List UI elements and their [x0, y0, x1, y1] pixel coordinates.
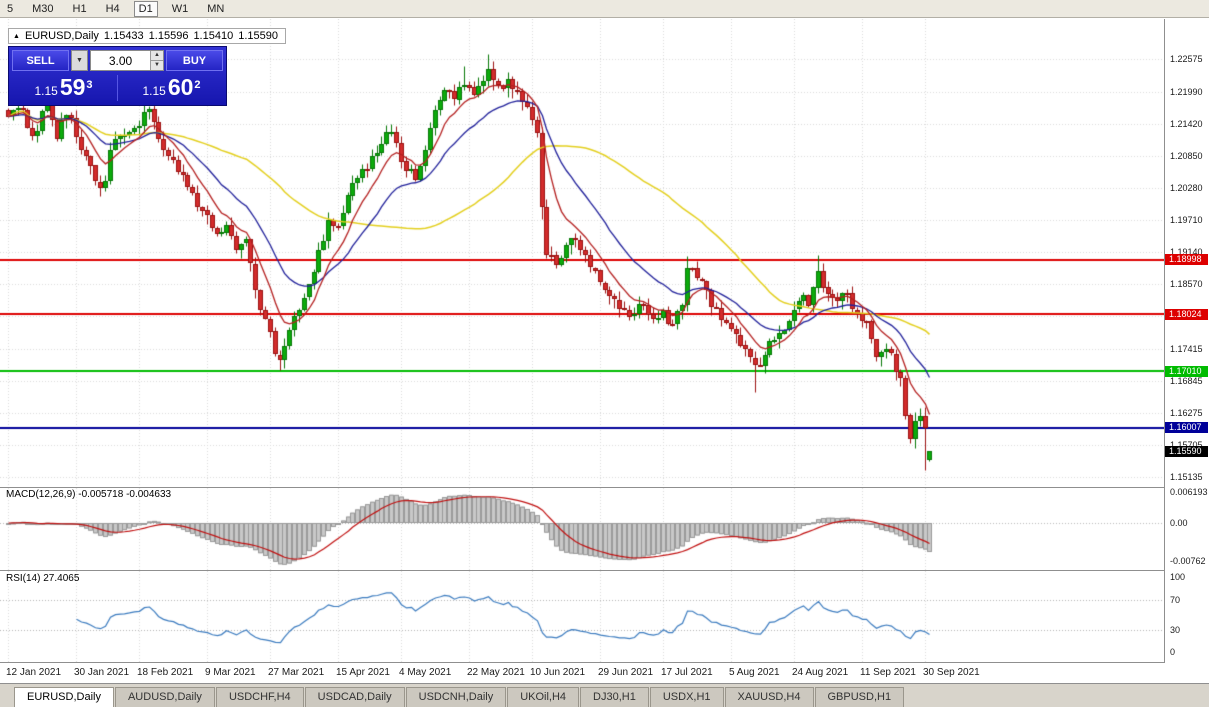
- macd-values: -0.005718 -0.004633: [78, 489, 172, 500]
- price-axis-label: 1.21990: [1170, 87, 1203, 97]
- timeframe-button-w1[interactable]: W1: [171, 2, 189, 15]
- price-axis-label: 1.21420: [1170, 119, 1203, 129]
- price-tag: 1.17010: [1165, 366, 1208, 377]
- sell-price-big: 59: [59, 74, 86, 100]
- rsi-pane-canvas[interactable]: [0, 571, 1164, 662]
- quote-high: 1.15596: [148, 30, 189, 42]
- timeframe-button-mn[interactable]: MN: [207, 2, 225, 15]
- quote-open: 1.15433: [103, 30, 144, 42]
- chart-tab-dj30[interactable]: DJ30,H1: [580, 687, 649, 707]
- time-axis-separator: [0, 662, 1209, 663]
- lot-size-input[interactable]: [91, 51, 150, 70]
- one-click-trade-panel: SELL ▼ ▲ ▼ BUY 1.15 59 3 1.15 60 2: [8, 46, 227, 106]
- rsi-label: RSI(14): [6, 573, 41, 584]
- sell-price-fraction: 3: [86, 79, 93, 91]
- rsi-axis-label: 100: [1170, 572, 1186, 582]
- date-axis-label: 11 Sep 2021: [860, 667, 916, 678]
- date-axis-label: 24 Aug 2021: [792, 667, 849, 678]
- pane-separator[interactable]: [0, 570, 1209, 571]
- timeframe-button-m30[interactable]: M30: [32, 2, 54, 15]
- price-axis-label: 1.20850: [1170, 151, 1203, 161]
- date-axis-label: 18 Feb 2021: [137, 667, 194, 678]
- macd-axis-label: -0.00762: [1170, 556, 1206, 566]
- chart-tab-xauusd[interactable]: XAUUSD,H4: [724, 687, 814, 707]
- chart-tab-audusd[interactable]: AUDUSD,Daily: [114, 687, 215, 707]
- price-axis-label: 1.22575: [1170, 54, 1203, 64]
- time-axis[interactable]: 12 Jan 2021 30 Jan 2021 18 Feb 2021 9 Mar 2…: [0, 663, 1165, 683]
- lot-stepper: ▲ ▼: [150, 51, 163, 70]
- chevron-down-icon: ▼: [76, 57, 83, 64]
- rsi-value: 27.4065: [43, 573, 80, 584]
- chart-tab-gbpusd[interactable]: GBPUSD,H1: [814, 687, 905, 707]
- chart-tab-usdx[interactable]: USDX,H1: [649, 687, 724, 707]
- price-tag: 1.18998: [1165, 254, 1208, 265]
- price-axis[interactable]: 1.22575 1.21990 1.21420 1.20850 1.20280 1.197…: [1165, 19, 1209, 663]
- date-axis-label: 10 Jun 2021: [530, 667, 586, 678]
- chart-info-box: ▲ EURUSD,Daily 1.15433 1.15596 1.15410 1…: [8, 28, 286, 44]
- price-axis-divider: [1164, 19, 1165, 663]
- buy-button[interactable]: BUY: [166, 50, 223, 71]
- buy-price-fraction: 2: [194, 79, 201, 91]
- price-divider: [117, 75, 118, 101]
- sell-price-prefix: 1.15: [34, 84, 58, 98]
- lot-dropdown-button[interactable]: ▼: [71, 50, 88, 71]
- macd-pane-canvas[interactable]: [0, 488, 1164, 570]
- buy-price-big: 60: [167, 74, 194, 100]
- chart-tab-eurusd[interactable]: EURUSD,Daily: [14, 687, 114, 707]
- date-axis-label: 9 Mar 2021: [205, 667, 256, 678]
- chart-tab-ukoil[interactable]: UKOil,H4: [507, 687, 580, 707]
- price-axis-label: 1.20280: [1170, 183, 1203, 193]
- timeframe-button-5[interactable]: 5: [7, 2, 14, 15]
- date-axis-label: 5 Aug 2021: [729, 667, 780, 678]
- price-axis-label: 1.19710: [1170, 215, 1203, 225]
- price-axis-label: 1.15705: [1170, 440, 1203, 450]
- price-axis-label: 1.17415: [1170, 344, 1203, 354]
- timeframe-toolbar[interactable]: 5 M30 H1 H4 D1 W1 MN: [0, 0, 1209, 18]
- price-axis-label: 1.16275: [1170, 408, 1203, 418]
- price-axis-label: 1.18570: [1170, 279, 1203, 289]
- date-axis-label: 30 Sep 2021: [923, 667, 980, 678]
- stepper-up-icon[interactable]: ▲: [150, 51, 163, 60]
- quote-low: 1.15410: [193, 30, 234, 42]
- date-axis-label: 22 May 2021: [467, 667, 525, 678]
- buy-price[interactable]: 1.15 60 2: [120, 74, 223, 102]
- date-axis-label: 15 Apr 2021: [336, 667, 390, 678]
- macd-indicator-label: MACD(12,26,9) -0.005718 -0.004633: [6, 489, 171, 500]
- timeframe-button-d1[interactable]: D1: [133, 0, 158, 17]
- chart-window: 1.22575 1.21990 1.21420 1.20850 1.20280 1.197…: [0, 19, 1209, 683]
- price-axis-label: 1.16845: [1170, 376, 1203, 386]
- chart-tab-usdchf[interactable]: USDCHF,H4: [215, 687, 304, 707]
- date-axis-label: 30 Jan 2021: [74, 667, 130, 678]
- chart-symbol-period: EURUSD,Daily: [24, 30, 99, 42]
- chart-tabs-bar[interactable]: EURUSD,Daily AUDUSD,Daily USDCHF,H4 USDCAD,…: [0, 683, 1209, 707]
- quote-close: 1.15590: [238, 30, 278, 42]
- rsi-axis-label: 0: [1170, 647, 1176, 657]
- pane-separator[interactable]: [0, 487, 1209, 488]
- buy-price-prefix: 1.15: [142, 84, 166, 98]
- date-axis-label: 29 Jun 2021: [598, 667, 654, 678]
- date-axis-label: 17 Jul 2021: [661, 667, 713, 678]
- rsi-indicator-label: RSI(14) 27.4065: [6, 573, 79, 584]
- price-tag: 1.18024: [1165, 309, 1208, 320]
- timeframe-button-h4[interactable]: H4: [105, 2, 120, 15]
- price-axis-label: 1.19140: [1170, 247, 1203, 257]
- sell-button[interactable]: SELL: [12, 50, 69, 71]
- timeframe-button-h1[interactable]: H1: [72, 2, 87, 15]
- macd-label: MACD(12,26,9): [6, 489, 76, 500]
- macd-axis-label: 0.006193: [1170, 487, 1208, 497]
- rsi-axis-label: 30: [1170, 625, 1181, 635]
- chart-collapse-icon[interactable]: ▲: [13, 32, 20, 40]
- date-axis-label: 27 Mar 2021: [268, 667, 325, 678]
- price-tag: 1.15590: [1165, 446, 1208, 457]
- date-axis-label: 4 May 2021: [399, 667, 452, 678]
- chart-tab-usdcad[interactable]: USDCAD,Daily: [304, 687, 405, 707]
- macd-axis-label: 0.00: [1170, 518, 1188, 528]
- sell-price[interactable]: 1.15 59 3: [12, 74, 115, 102]
- stepper-down-icon[interactable]: ▼: [150, 60, 163, 70]
- date-axis-label: 12 Jan 2021: [6, 667, 62, 678]
- price-axis-label: 1.15135: [1170, 472, 1203, 482]
- rsi-axis-label: 70: [1170, 595, 1181, 605]
- price-tag: 1.16007: [1165, 422, 1208, 433]
- chart-tab-usdcnh[interactable]: USDCNH,Daily: [405, 687, 507, 707]
